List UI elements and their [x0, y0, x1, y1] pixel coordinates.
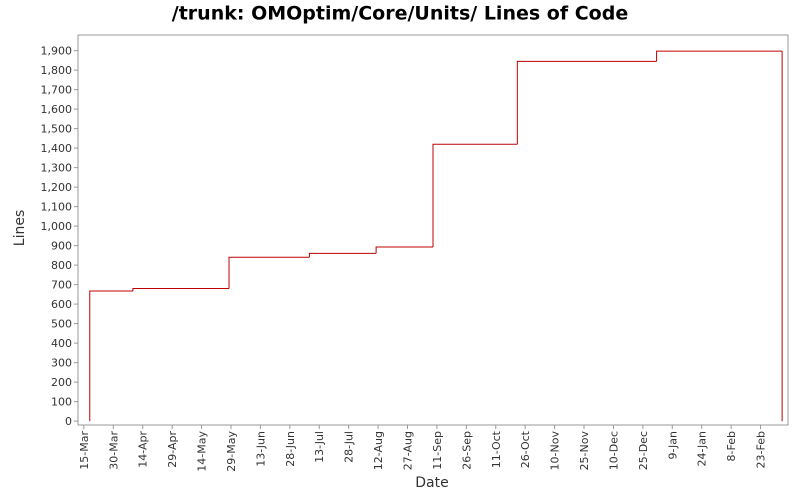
y-tick-label: 200: [51, 376, 72, 389]
x-tick-label: 29-May: [225, 431, 238, 472]
x-tick-label: 30-Mar: [107, 431, 120, 470]
y-tick-label: 1,600: [41, 103, 73, 116]
x-tick-label: 25-Nov: [578, 431, 591, 471]
x-tick-label: 10-Dec: [607, 431, 620, 470]
step-segment: [432, 143, 518, 247]
x-tick-label: 26-Sep: [460, 431, 473, 470]
y-tick-label: 400: [51, 337, 72, 350]
x-tick-label: 10-Nov: [549, 431, 562, 471]
x-tick-label: 29-Apr: [166, 431, 179, 468]
x-tick-label: 13-Jul: [313, 431, 326, 463]
x-tick-label: 15-Mar: [78, 431, 91, 470]
y-tick-label: 0: [65, 415, 72, 428]
x-tick-label: 13-Jun: [254, 431, 267, 467]
y-tick-label: 300: [51, 357, 72, 370]
x-tick-label: 24-Jan: [696, 431, 709, 467]
x-tick-label: 23-Feb: [755, 431, 768, 468]
y-tick-label: 600: [51, 298, 72, 311]
y-tick-label: 1,100: [41, 201, 73, 214]
x-tick-label: 11-Oct: [490, 430, 503, 468]
y-tick-label: 1,800: [41, 64, 73, 77]
y-tick-label: 900: [51, 240, 72, 253]
y-tick-label: 1,700: [41, 84, 73, 97]
x-axis-title: Date: [415, 475, 448, 491]
y-tick-label: 1,000: [41, 220, 73, 233]
x-tick-label: 12-Aug: [372, 431, 385, 470]
step-segment: [308, 252, 377, 258]
x-tick-label: 28-Jun: [284, 431, 297, 467]
x-tick-label: 26-Oct: [519, 430, 532, 468]
x-tick-label: 25-Dec: [637, 431, 650, 470]
x-tick-label: 14-Apr: [137, 431, 150, 468]
step-segment: [89, 290, 133, 422]
y-axis-title: Lines: [12, 210, 28, 246]
x-tick-label: 27-Aug: [402, 431, 415, 470]
x-tick-label: 11-Sep: [431, 431, 444, 470]
y-tick-label: 1,400: [41, 142, 73, 155]
step-segment: [132, 288, 230, 292]
y-tick-label: 1,500: [41, 123, 73, 136]
step-segment: [516, 60, 657, 145]
y-tick-label: 1,900: [41, 45, 73, 58]
step-segment: [375, 246, 433, 254]
step-segment: [228, 256, 310, 289]
x-tick-label: 28-Jul: [343, 431, 356, 463]
y-tick-label: 800: [51, 259, 72, 272]
y-tick-label: 700: [51, 279, 72, 292]
x-tick-label: 9-Jan: [666, 431, 679, 460]
y-tick-label: 1,200: [41, 181, 73, 194]
y-tick-label: 1,300: [41, 162, 73, 175]
step-segment: [656, 50, 783, 62]
y-tick-label: 500: [51, 318, 72, 331]
chart-title: /trunk: OMOptim/Core/Units/ Lines of Cod…: [172, 3, 628, 25]
y-tick-label: 100: [51, 396, 72, 409]
x-tick-label: 14-May: [196, 431, 209, 472]
x-tick-label: 8-Feb: [725, 431, 738, 461]
